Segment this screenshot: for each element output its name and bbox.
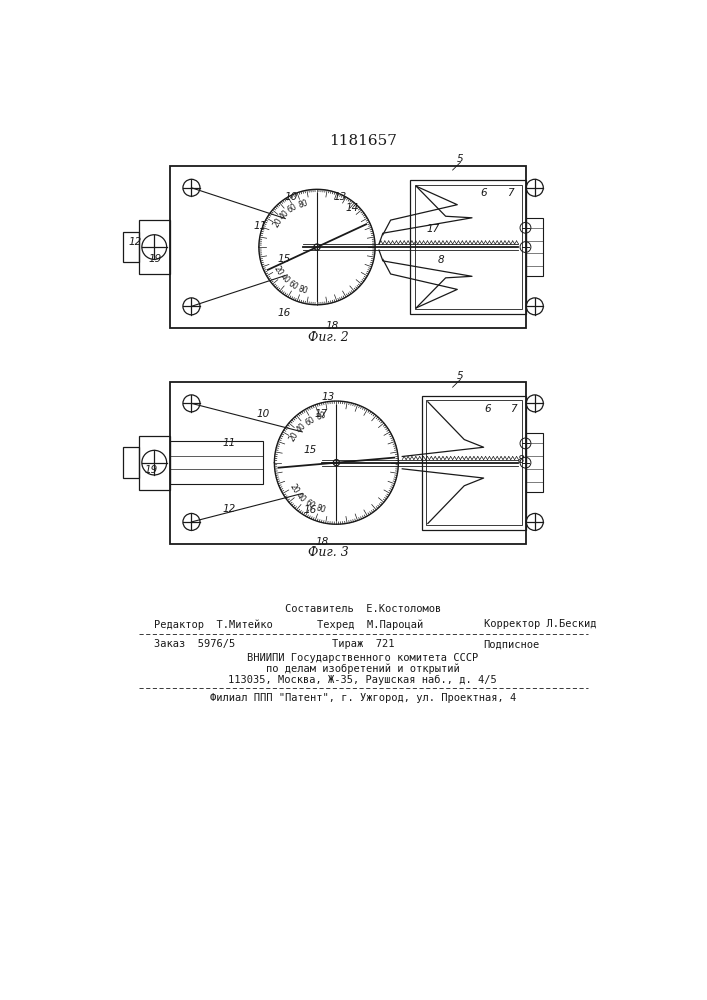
Text: 10: 10: [285, 192, 298, 202]
Text: 13: 13: [334, 192, 347, 202]
Text: 20: 20: [272, 217, 285, 229]
Text: 10: 10: [256, 409, 269, 419]
Text: 40: 40: [278, 273, 291, 286]
Text: 60: 60: [303, 414, 317, 427]
Text: 6: 6: [484, 404, 491, 414]
Text: 17: 17: [426, 224, 440, 234]
Text: 15: 15: [277, 254, 291, 264]
Bar: [139, 220, 170, 274]
Text: 11: 11: [223, 438, 236, 448]
Text: Корректор Л.Бескид: Корректор Л.Бескид: [484, 619, 596, 629]
Text: 19: 19: [148, 254, 162, 264]
Text: 7: 7: [510, 404, 516, 414]
Text: Филиал ППП "Патент", г. Ужгород, ул. Проектная, 4: Филиал ППП "Патент", г. Ужгород, ул. Про…: [209, 693, 516, 703]
Bar: [139, 436, 170, 490]
Text: 18: 18: [316, 537, 329, 547]
Text: 80: 80: [315, 410, 327, 422]
Text: Фиг. 2: Фиг. 2: [308, 331, 349, 344]
Text: 40: 40: [295, 491, 308, 504]
Text: 1181657: 1181657: [329, 134, 397, 148]
Text: 6: 6: [480, 188, 487, 198]
Bar: [414, 185, 522, 309]
Text: 18: 18: [326, 321, 339, 331]
Bar: [123, 232, 139, 262]
Text: 60: 60: [303, 498, 317, 511]
Text: 16: 16: [303, 505, 317, 515]
Text: 5: 5: [457, 371, 464, 381]
Text: Техред  М.Пароцай: Техред М.Пароцай: [317, 619, 423, 630]
Text: 80: 80: [297, 284, 309, 296]
Text: 17: 17: [314, 409, 327, 419]
Text: по делам изобретений и открытий: по делам изобретений и открытий: [266, 664, 460, 674]
Text: Редактор  Т.Митейко: Редактор Т.Митейко: [154, 619, 273, 630]
Text: 20: 20: [272, 265, 285, 278]
Text: 113035, Москва, Ж-35, Раушская наб., д. 4/5: 113035, Москва, Ж-35, Раушская наб., д. …: [228, 675, 497, 685]
Text: 60: 60: [286, 279, 299, 292]
Text: Составитель  Е.Костоломов: Составитель Е.Костоломов: [285, 604, 441, 614]
Text: 16: 16: [277, 308, 291, 318]
Text: 14: 14: [345, 203, 358, 213]
Text: 11: 11: [254, 221, 267, 231]
Text: 40: 40: [278, 208, 291, 222]
Text: 5: 5: [457, 153, 464, 163]
Text: 15: 15: [303, 445, 317, 455]
Text: Тираж  721: Тираж 721: [332, 639, 395, 649]
Text: ВНИИПИ Государственного комитета СССР: ВНИИПИ Государственного комитета СССР: [247, 653, 479, 663]
Text: Подписное: Подписное: [484, 639, 540, 649]
Text: 20: 20: [288, 482, 300, 495]
Text: 8: 8: [438, 255, 444, 265]
Text: 19: 19: [145, 465, 158, 475]
Text: Заказ  5976/5: Заказ 5976/5: [154, 639, 235, 649]
Text: 12: 12: [128, 237, 141, 247]
Circle shape: [314, 244, 320, 250]
Text: 80: 80: [315, 504, 327, 515]
Text: 60: 60: [286, 202, 299, 215]
Bar: [526, 218, 543, 276]
Text: Фиг. 3: Фиг. 3: [308, 546, 349, 559]
Bar: [526, 433, 543, 492]
Bar: [410, 180, 526, 314]
Text: 8: 8: [518, 455, 524, 465]
Text: 7: 7: [508, 188, 514, 198]
Bar: [170, 382, 526, 544]
Bar: [421, 396, 526, 530]
Bar: [170, 441, 263, 484]
Text: 80: 80: [297, 198, 309, 210]
Bar: [123, 447, 139, 478]
Bar: [170, 166, 526, 328]
Text: 13: 13: [322, 392, 335, 402]
Text: 40: 40: [295, 421, 308, 434]
Bar: [426, 400, 522, 525]
Text: 12: 12: [223, 504, 236, 514]
Text: 20: 20: [288, 430, 300, 443]
Circle shape: [333, 460, 339, 466]
